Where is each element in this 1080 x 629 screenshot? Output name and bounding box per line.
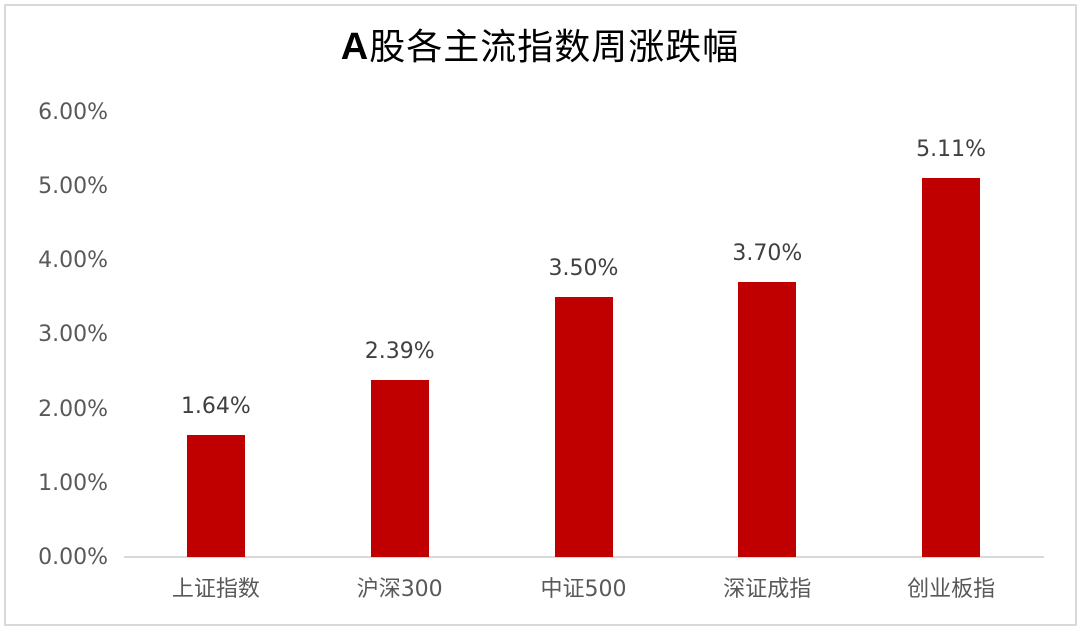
data-label: 1.64%	[180, 394, 251, 420]
y-tick-label: 0.00%	[38, 545, 108, 570]
bar	[370, 379, 429, 557]
data-label: 2.39%	[364, 338, 435, 364]
chart-title-prefix: A	[340, 26, 370, 68]
y-tick-label: 4.00%	[38, 248, 108, 274]
y-tick-label: 1.00%	[38, 470, 108, 496]
chart-title: A股各主流指数周涨跌幅	[0, 22, 1080, 73]
data-label: 5.11%	[916, 136, 987, 162]
data-label: 3.50%	[548, 256, 619, 282]
bar	[186, 435, 245, 557]
chart-title-text: 股各主流指数周涨跌幅	[369, 27, 740, 68]
bar	[922, 177, 981, 557]
y-tick-label: 6.00%	[38, 99, 108, 125]
data-label: 3.70%	[732, 241, 803, 267]
bar	[738, 282, 797, 557]
y-tick-label: 3.00%	[38, 322, 108, 348]
x-tick-label: 沪深300	[356, 577, 443, 602]
y-tick-label: 2.00%	[38, 396, 108, 422]
x-axis-line	[124, 556, 1044, 558]
chart-frame	[4, 4, 1077, 626]
x-tick-label: 创业板指	[907, 577, 996, 602]
x-tick-label: 中证500	[540, 577, 627, 602]
bar	[554, 297, 613, 557]
y-tick-label: 5.00%	[38, 174, 108, 199]
x-tick-label: 上证指数	[171, 577, 260, 602]
x-tick-label: 深证成指	[723, 577, 812, 602]
